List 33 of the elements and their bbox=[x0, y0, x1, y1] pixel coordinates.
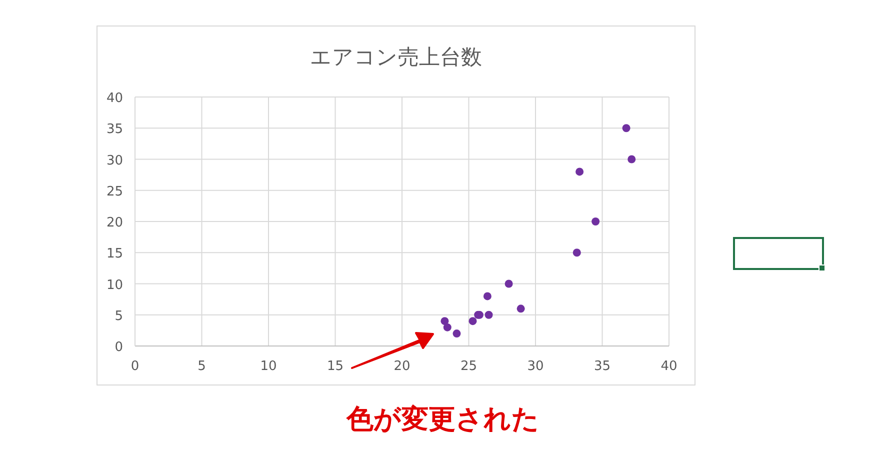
y-tick-label: 15 bbox=[106, 246, 123, 262]
point bbox=[443, 323, 452, 332]
x-tick-label: 0 bbox=[130, 359, 140, 374]
x-tick-label: 15 bbox=[326, 359, 344, 374]
y-tick-label: 0 bbox=[114, 340, 123, 355]
x-tick-label: 5 bbox=[198, 359, 206, 374]
point bbox=[628, 155, 636, 164]
point bbox=[576, 168, 584, 176]
point bbox=[452, 330, 461, 338]
y-tick-label: 40 bbox=[106, 91, 123, 106]
y-tick-label: 10 bbox=[106, 278, 123, 293]
chart-title: エアコン売上台数 bbox=[310, 45, 482, 69]
point bbox=[468, 317, 477, 326]
point bbox=[484, 310, 493, 319]
y-tick-label: 25 bbox=[106, 184, 123, 200]
y-tick-label: 35 bbox=[106, 122, 123, 138]
point bbox=[516, 304, 525, 313]
x-tick-label: 10 bbox=[260, 359, 277, 374]
y-tick-label: 20 bbox=[106, 216, 123, 230]
x-tick-label: 25 bbox=[460, 359, 478, 374]
y-tick-label: 5 bbox=[114, 308, 123, 324]
point bbox=[592, 218, 600, 226]
text: 色が変更された bbox=[346, 404, 540, 435]
x-tick-label: 35 bbox=[594, 359, 611, 374]
point bbox=[572, 248, 581, 257]
y-tick-label: 30 bbox=[106, 153, 123, 168]
x-tick-label: 30 bbox=[527, 359, 544, 374]
point bbox=[483, 292, 492, 300]
point bbox=[622, 124, 630, 132]
point bbox=[504, 280, 513, 288]
point bbox=[440, 317, 449, 326]
x-tick-label: 20 bbox=[394, 359, 410, 374]
x-tick-label: 40 bbox=[660, 359, 678, 374]
